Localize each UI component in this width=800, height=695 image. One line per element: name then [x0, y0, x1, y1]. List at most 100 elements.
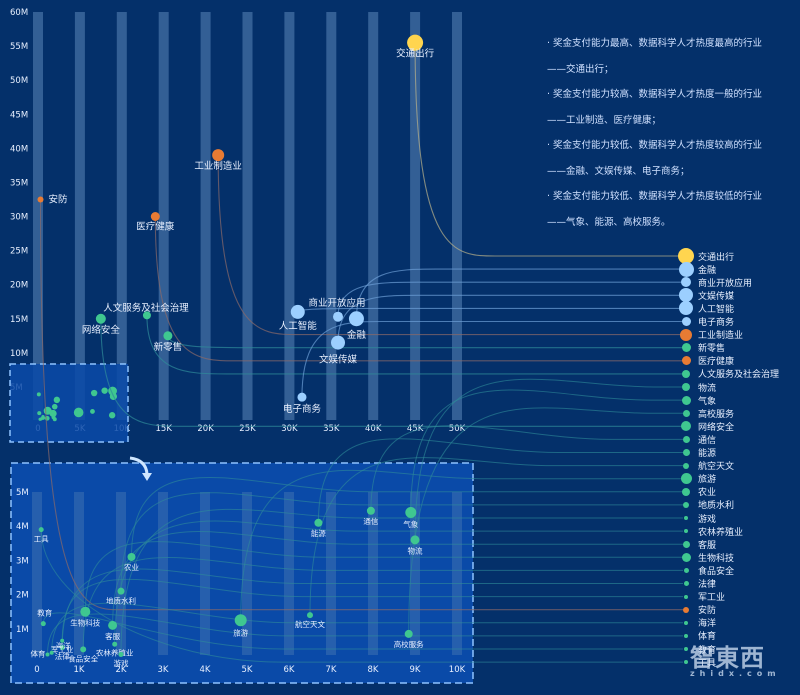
data-point[interactable]: 人工智能 [279, 304, 318, 332]
inset-data-point[interactable]: 能源 [311, 518, 326, 538]
data-point[interactable]: 网络安全 [82, 313, 121, 336]
data-point[interactable]: 金融 [347, 311, 367, 341]
legend-item[interactable]: 人工智能 [678, 301, 734, 316]
data-point[interactable]: 交通出行 [396, 34, 435, 60]
bubble[interactable] [60, 638, 65, 643]
bubble[interactable] [410, 535, 420, 545]
bubble[interactable] [38, 527, 44, 533]
legend-item[interactable]: 教育 [678, 643, 716, 656]
bubble[interactable] [163, 331, 173, 341]
bubble[interactable] [297, 392, 307, 402]
bubble[interactable] [80, 606, 91, 617]
legend-item[interactable]: 网络安全 [678, 420, 734, 433]
data-point[interactable]: 商业开放应用 [308, 297, 366, 322]
legend-item[interactable]: 农林养殖业 [678, 525, 743, 538]
bubble[interactable] [212, 149, 225, 162]
inset-data-point[interactable]: 体育 [31, 648, 50, 658]
bubble[interactable] [127, 552, 136, 561]
legend-item[interactable]: 金融 [678, 261, 716, 277]
legend-item[interactable]: 客服 [678, 538, 716, 551]
legend-item[interactable]: 物流 [678, 381, 716, 394]
legend-item[interactable]: 军工业 [678, 590, 725, 603]
inset-column-band [452, 492, 462, 655]
legend-item[interactable]: 新零售 [678, 341, 725, 354]
inset-data-point[interactable]: 物流 [408, 535, 423, 555]
bubble[interactable] [112, 641, 118, 647]
legend-item[interactable]: 地质水利 [678, 498, 734, 511]
inset-data-point[interactable]: 客服 [105, 620, 121, 641]
data-point[interactable]: 安防 [37, 193, 69, 205]
legend-item[interactable]: 海洋 [678, 616, 716, 629]
legend-item[interactable]: 安防 [678, 603, 716, 616]
inset-data-point[interactable]: 地质水利 [106, 587, 136, 606]
legend-item[interactable]: 农业 [678, 485, 716, 498]
data-point[interactable]: 人文服务及社会治理 [103, 302, 189, 320]
legend-item[interactable]: 游戏 [678, 512, 716, 525]
legend-item[interactable]: 生物科技 [678, 551, 734, 564]
legend-item[interactable]: 气象 [678, 394, 716, 407]
inset-data-point[interactable]: 农林养殖业 [96, 641, 134, 658]
legend-item[interactable]: 航空天文 [678, 459, 734, 472]
bubble[interactable] [333, 311, 344, 322]
legend-item[interactable]: 商业开放应用 [678, 276, 752, 289]
data-point[interactable]: 工业制造业 [194, 149, 242, 172]
bubble[interactable] [37, 196, 44, 203]
legend-item[interactable]: 交通出行 [678, 248, 734, 264]
bubble[interactable] [108, 620, 118, 630]
legend-item[interactable]: 法律 [678, 577, 716, 590]
inset-data-point[interactable]: 海洋 [49, 641, 71, 655]
bubble[interactable] [234, 614, 247, 627]
bubble[interactable] [95, 313, 106, 324]
inset-region-highlight[interactable] [9, 363, 129, 443]
bubble[interactable] [142, 311, 151, 320]
bubble[interactable] [117, 587, 125, 595]
bubble[interactable] [404, 629, 413, 638]
data-point[interactable]: 新零售 [154, 331, 183, 353]
inset-data-point[interactable]: 生物科技 [70, 606, 101, 628]
bubble[interactable] [80, 646, 87, 653]
inset-data-point[interactable]: 法律 [55, 645, 70, 661]
legend-item[interactable]: 工具 [678, 656, 716, 669]
point-label: 农业 [124, 562, 139, 572]
data-point[interactable]: 文娱传媒 [319, 335, 358, 366]
legend-item[interactable]: 食品安全 [678, 564, 734, 577]
legend-item[interactable]: 体育 [678, 629, 716, 642]
inset-data-point[interactable]: 教育 [37, 608, 53, 627]
legend-item[interactable]: 工业制造业 [678, 328, 743, 341]
inset-data-point[interactable]: 气象 [403, 507, 419, 529]
data-point[interactable]: 电子商务 [283, 392, 322, 416]
connector-line [40, 529, 683, 663]
legend-item[interactable]: 能源 [678, 446, 716, 459]
legend-item[interactable]: 电子商务 [678, 315, 734, 328]
inset-data-point[interactable]: 工具 [34, 527, 49, 544]
legend-item[interactable]: 高校服务 [678, 407, 734, 420]
legend-item[interactable]: 医疗健康 [678, 354, 734, 367]
bubble[interactable] [366, 506, 375, 515]
legend-item[interactable]: 人文服务及社会治理 [678, 367, 779, 380]
legend-item[interactable]: 文娱传媒 [678, 288, 734, 303]
inset-data-point[interactable]: 农业 [124, 552, 139, 572]
inset-data-point[interactable]: 通信 [363, 506, 379, 526]
bubble[interactable] [40, 621, 46, 627]
bubble[interactable] [290, 304, 305, 319]
column-band [452, 12, 462, 420]
bubble[interactable] [331, 335, 346, 350]
bubble[interactable] [407, 34, 424, 51]
bubble[interactable] [150, 212, 160, 221]
inset-data-point[interactable]: 旅游 [233, 614, 249, 637]
bubble[interactable] [314, 518, 323, 527]
bubble[interactable] [59, 645, 65, 651]
bubble[interactable] [348, 311, 364, 327]
bubble[interactable] [49, 650, 54, 655]
legend-item[interactable]: 通信 [678, 433, 716, 446]
inset-data-point[interactable]: 游戏 [114, 651, 129, 668]
inset-data-point[interactable]: 航空天文 [295, 612, 325, 629]
bubble[interactable] [405, 507, 417, 519]
bubble[interactable] [45, 652, 50, 657]
inset-data-point[interactable]: 高校服务 [394, 629, 424, 649]
legend-item[interactable]: 旅游 [678, 472, 716, 485]
inset-data-point[interactable]: 食品安全 [68, 646, 99, 663]
bubble[interactable] [307, 612, 313, 619]
data-point[interactable]: 医疗健康 [136, 212, 175, 233]
bubble[interactable] [118, 651, 124, 657]
